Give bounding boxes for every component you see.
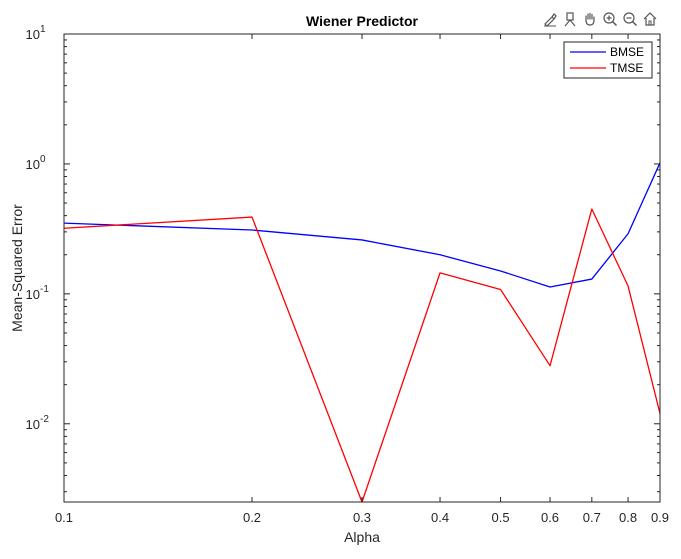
x-tick-label: 0.1 [55,510,73,525]
series-line-tmse [63,208,661,503]
y-tick-label: 10 [26,287,40,302]
zoom-in-icon[interactable] [601,10,619,28]
x-tick-label: 0.9 [651,510,669,525]
x-tick-label: 0.4 [431,510,449,525]
y-tick-exponent: -2 [40,414,49,425]
y-tick-exponent: 0 [40,154,46,165]
axes-box [63,33,661,503]
legend-entry: TMSE [610,61,643,75]
x-tick-label: 0.2 [243,510,261,525]
series-layer [63,162,661,503]
y-tick-exponent: -1 [40,284,49,295]
x-tick-label: 0.8 [619,510,637,525]
chart-title: Wiener Predictor [306,13,418,29]
x-tick-label: 0.3 [353,510,371,525]
x-tick-label: 0.5 [492,510,510,525]
y-tick-label: 10 [26,27,40,42]
legend-box [563,41,653,79]
x-tick-label: 0.6 [541,510,559,525]
series-line-bmse [63,162,661,288]
x-axis: 0.1 0.2 0.3 0.4 0.5 0.6 0.7 0.8 0.9 [55,34,669,525]
y-tick-label: 10 [26,157,40,172]
axes-toolbar [541,10,659,30]
plot-area [64,34,660,502]
pan-hand-icon[interactable] [581,10,599,28]
zoom-out-icon[interactable] [621,10,639,28]
y-axis-label: Mean-Squared Error [9,204,25,332]
x-tick-label: 0.7 [583,510,601,525]
legend-entry: BMSE [610,45,644,59]
legend: BMSE TMSE [563,41,653,79]
x-axis-label: Alpha [344,529,380,545]
home-icon[interactable] [641,10,659,28]
brush-icon[interactable] [541,10,559,28]
y-tick-label: 10 [26,417,40,432]
y-tick-exponent: 1 [40,24,46,35]
data-tips-icon[interactable] [561,10,579,28]
